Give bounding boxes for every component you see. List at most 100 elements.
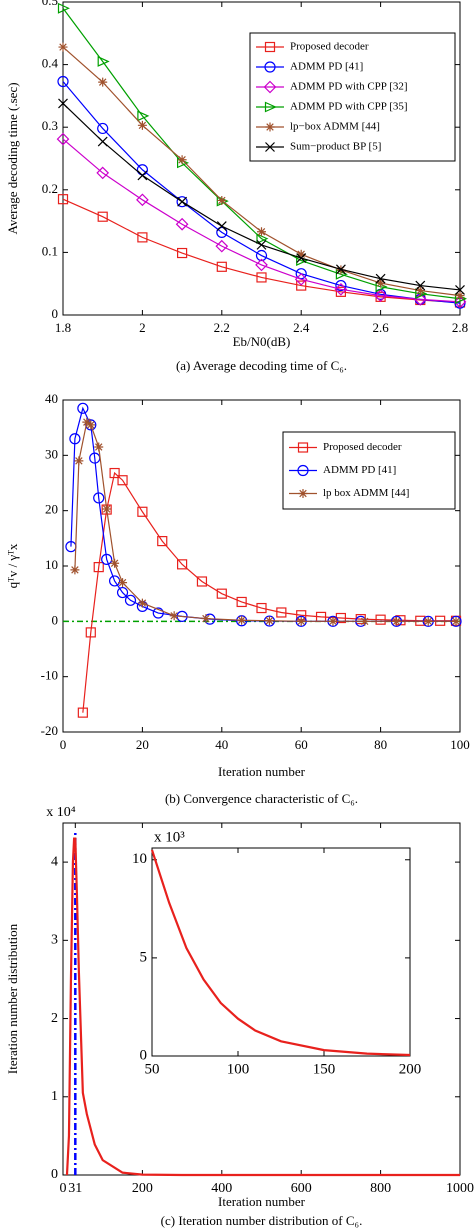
legend-marker bbox=[264, 101, 277, 113]
legend-marker bbox=[265, 142, 275, 152]
marker bbox=[93, 562, 104, 573]
x-tick-label: 60 bbox=[295, 737, 308, 752]
marker bbox=[102, 504, 112, 514]
marker bbox=[256, 602, 267, 614]
y-tick-label: 0.5 bbox=[42, 0, 58, 8]
marker bbox=[124, 594, 137, 606]
legend-label: ADMM PD with CPP [32] bbox=[290, 81, 408, 93]
marker bbox=[137, 170, 148, 181]
series-line bbox=[65, 837, 460, 1177]
marker bbox=[137, 506, 148, 517]
marker bbox=[296, 616, 306, 626]
series-line bbox=[62, 81, 461, 304]
marker bbox=[334, 282, 348, 296]
x-tick-label: 2.4 bbox=[293, 320, 310, 335]
marker bbox=[110, 558, 120, 568]
marker bbox=[58, 42, 68, 52]
marker bbox=[215, 239, 229, 253]
x-tick-label: 1000 bbox=[446, 1181, 474, 1196]
series-line bbox=[62, 198, 461, 304]
x-tick-label: 150 bbox=[313, 1061, 336, 1077]
marker bbox=[415, 286, 425, 296]
y-tick-label: 0 bbox=[51, 1167, 58, 1182]
marker bbox=[70, 565, 80, 575]
y-tick-label: 4 bbox=[51, 854, 58, 869]
marker bbox=[137, 110, 150, 122]
marker bbox=[374, 289, 387, 302]
x-tick-label: 20 bbox=[136, 737, 149, 752]
marker bbox=[118, 578, 128, 588]
marker bbox=[296, 280, 307, 291]
marker bbox=[216, 226, 228, 238]
marker bbox=[391, 616, 401, 626]
marker bbox=[256, 239, 267, 250]
x-tick-label: 100 bbox=[227, 1061, 250, 1077]
marker bbox=[255, 258, 268, 272]
caption: (b) Convergence characteristic of C₆. bbox=[165, 791, 358, 806]
legend-label: ADMM PD [41] bbox=[323, 464, 396, 476]
marker bbox=[57, 2, 70, 14]
marker bbox=[335, 279, 347, 292]
y-tick-label: 40 bbox=[45, 391, 58, 406]
marker bbox=[375, 614, 386, 625]
marker bbox=[296, 249, 306, 259]
marker bbox=[256, 272, 267, 283]
x-tick-label: 2.8 bbox=[452, 320, 468, 335]
legend-box bbox=[249, 32, 456, 162]
marker bbox=[169, 611, 179, 621]
legend-label: ADMM PD [41] bbox=[290, 61, 363, 73]
marker bbox=[157, 535, 168, 547]
x-tick-label: 600 bbox=[291, 1181, 312, 1196]
marker bbox=[56, 132, 70, 146]
x-axis-label: Eb/N0(dB) bbox=[233, 334, 291, 349]
marker bbox=[455, 291, 465, 301]
y-tick-label: 0 bbox=[140, 1047, 148, 1063]
y-tick-label: 10 bbox=[132, 851, 147, 867]
marker bbox=[98, 77, 108, 87]
marker bbox=[136, 193, 149, 207]
marker bbox=[57, 194, 69, 205]
y-axis-label: qᵀv / γᵀx bbox=[5, 543, 20, 588]
marker bbox=[93, 492, 105, 504]
marker bbox=[375, 273, 386, 284]
legend-marker bbox=[264, 61, 276, 73]
y-tick-label: 2 bbox=[51, 1011, 58, 1026]
marker bbox=[415, 280, 426, 291]
y-tick-label: 0.3 bbox=[42, 118, 58, 133]
series-line bbox=[62, 7, 461, 300]
marker bbox=[177, 155, 187, 165]
marker bbox=[360, 616, 370, 626]
marker bbox=[82, 417, 92, 427]
marker bbox=[74, 456, 84, 466]
marker bbox=[217, 195, 227, 205]
marker bbox=[451, 616, 461, 626]
legend-marker bbox=[263, 80, 277, 94]
marker bbox=[57, 75, 69, 88]
caption: (c) Iteration number distribution of C₆. bbox=[161, 1213, 363, 1228]
x-tick-label: 1.8 bbox=[55, 320, 71, 335]
marker bbox=[109, 467, 120, 479]
marker bbox=[97, 136, 108, 147]
marker bbox=[201, 614, 211, 624]
y-tick-label: 0 bbox=[52, 306, 59, 321]
marker bbox=[94, 442, 104, 452]
marker bbox=[255, 249, 268, 262]
x-tick-label: 50 bbox=[145, 1061, 160, 1077]
x-tick-label: 800 bbox=[370, 1181, 391, 1196]
marker bbox=[176, 196, 188, 208]
marker bbox=[328, 616, 338, 626]
x-tick-label: 200 bbox=[399, 1061, 422, 1077]
marker bbox=[109, 575, 121, 587]
x-tick-label: 400 bbox=[211, 1181, 232, 1196]
series-line bbox=[62, 138, 461, 303]
marker bbox=[101, 553, 113, 565]
series-line bbox=[150, 849, 411, 1057]
marker bbox=[77, 402, 89, 414]
x-tick-label: 0 bbox=[60, 1181, 67, 1196]
legend-marker bbox=[298, 489, 308, 498]
marker bbox=[77, 707, 88, 718]
y-tick-label: 10 bbox=[45, 557, 58, 572]
marker bbox=[175, 217, 189, 231]
marker bbox=[97, 122, 109, 135]
